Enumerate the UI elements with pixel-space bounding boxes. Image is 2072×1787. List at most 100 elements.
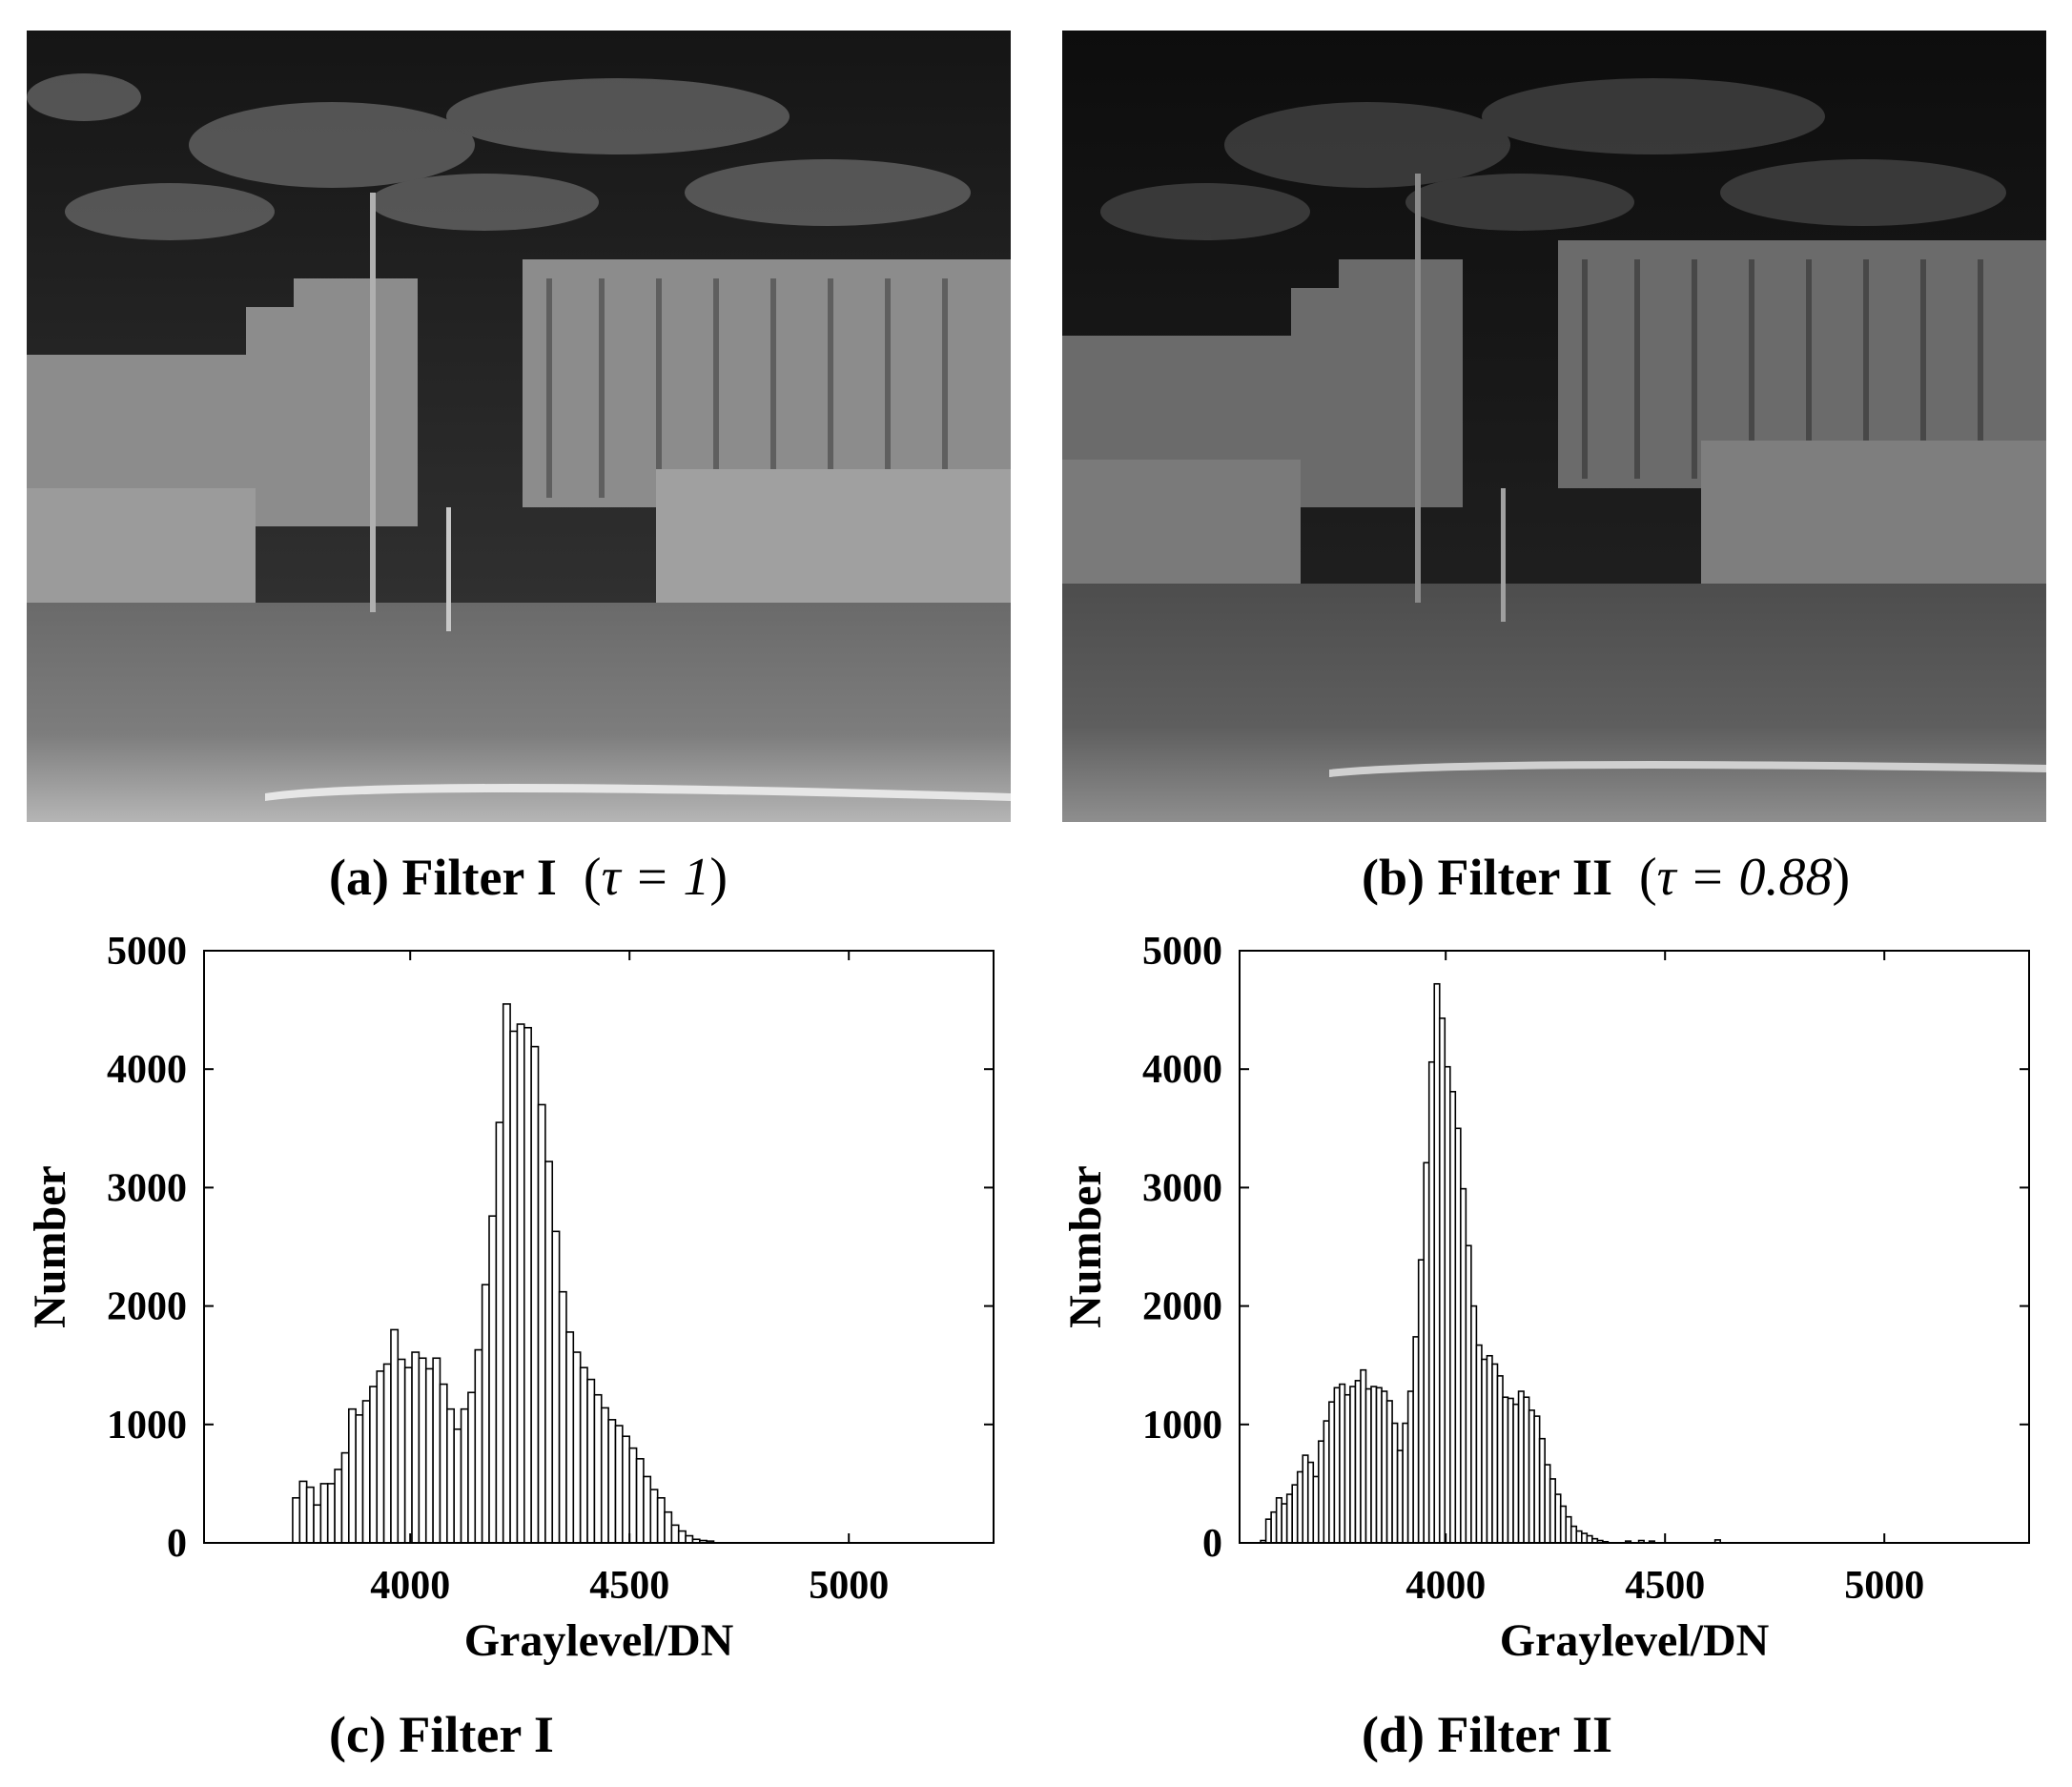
histogram-bar	[502, 1003, 511, 1544]
caption-d-label: (d) Filter II	[1362, 1706, 1612, 1763]
histogram-bar	[1317, 1440, 1325, 1544]
histogram-bar	[326, 1483, 336, 1544]
histogram-bar	[1427, 1060, 1436, 1544]
histogram-bar	[432, 1357, 441, 1544]
caption-b-tau: (τ = 0.88)	[1638, 848, 1851, 907]
histogram-bar	[411, 1351, 421, 1544]
histogram-bar	[453, 1428, 462, 1544]
histogram-bar	[579, 1366, 588, 1544]
histogram-bar	[685, 1534, 694, 1544]
histogram-bar	[298, 1480, 308, 1544]
caption-b-label: (b) Filter II	[1362, 849, 1612, 906]
caption-c: (c) Filter I	[329, 1705, 554, 1764]
histogram-bar	[1270, 1510, 1278, 1544]
bars	[292, 1003, 715, 1544]
histogram-bar	[418, 1357, 427, 1544]
histogram-bar	[1565, 1515, 1572, 1544]
x-tick-label: 4000	[370, 1564, 450, 1608]
histogram-bar	[572, 1351, 582, 1544]
histogram-bar	[600, 1407, 609, 1544]
histogram-bar	[1491, 1363, 1499, 1544]
histogram-bar	[1448, 1090, 1457, 1544]
histogram-bar	[467, 1391, 477, 1544]
histogram-bar	[1333, 1386, 1341, 1544]
histogram-bar	[1580, 1532, 1589, 1544]
histogram-bar	[530, 1045, 540, 1544]
histogram-bar	[1391, 1422, 1399, 1544]
histogram-bar	[1354, 1380, 1362, 1544]
histogram-bar	[1364, 1387, 1372, 1544]
histogram-bar	[460, 1407, 469, 1544]
histogram-bar	[1559, 1505, 1568, 1544]
x-axis-label: Graylevel/DN	[464, 1615, 734, 1666]
histogram-bar	[593, 1393, 603, 1544]
histogram-bar	[1486, 1354, 1493, 1544]
histogram-bar	[376, 1370, 385, 1544]
histogram-bar	[1569, 1525, 1578, 1544]
histogram-bar	[1285, 1493, 1293, 1544]
histogram-bar	[565, 1331, 575, 1544]
histogram-bar	[481, 1284, 490, 1544]
caption-a-tau: (τ = 1)	[583, 848, 728, 907]
histogram-bar	[1402, 1422, 1409, 1544]
histogram-bar	[1306, 1461, 1315, 1544]
histogram-bar	[1312, 1475, 1320, 1544]
histogram-bar	[1460, 1187, 1467, 1544]
histogram-bar	[1381, 1390, 1388, 1544]
x-tick-label: 5000	[1844, 1564, 1924, 1608]
caption-a-label: (a) Filter I	[329, 849, 557, 906]
histogram-bar	[516, 1023, 525, 1544]
histogram-bar	[1328, 1401, 1336, 1544]
histogram-bar	[439, 1383, 448, 1544]
histogram-bar	[361, 1400, 371, 1544]
plot-frame	[1239, 950, 2030, 1544]
thermal-scene-2	[1062, 31, 2046, 822]
histogram-bar	[355, 1414, 364, 1544]
caption-a-tau-value: τ = 1	[601, 848, 710, 907]
histogram-bar	[622, 1435, 631, 1544]
y-tick-label: 0	[167, 1522, 187, 1566]
y-tick-label: 3000	[1142, 1166, 1222, 1210]
histogram-bar	[474, 1348, 483, 1544]
histogram-filter-1: 4000 4500 5000 0 1000 2000 3000 4000 5000 Graylev…	[25, 930, 995, 1666]
histogram-bar	[1496, 1375, 1504, 1544]
histogram-bar	[292, 1497, 301, 1544]
histogram-bar	[1385, 1400, 1393, 1544]
y-tick-label: 0	[1202, 1522, 1222, 1566]
histogram-bar	[664, 1510, 673, 1544]
histogram-bar	[1417, 1259, 1425, 1544]
histogram-bar	[1396, 1449, 1404, 1544]
y-tick-label: 4000	[107, 1048, 187, 1092]
histogram-bar	[1444, 1065, 1451, 1544]
histogram-bar	[558, 1290, 567, 1544]
plot-frame	[203, 950, 995, 1544]
histogram-bar	[607, 1419, 617, 1544]
histogram-bar	[382, 1363, 392, 1544]
caption-c-label: (c) Filter I	[329, 1706, 554, 1763]
histogram-bar	[424, 1367, 434, 1544]
histogram-bar	[403, 1366, 413, 1544]
caption-b-tau-value: τ = 0.88	[1656, 848, 1833, 907]
histogram-bar	[334, 1469, 343, 1544]
histogram-bar	[656, 1497, 666, 1544]
x-tick-label: 5000	[809, 1564, 889, 1608]
x-tick-label: 4500	[1625, 1564, 1705, 1608]
histogram-bar	[1554, 1493, 1562, 1544]
histogram-bar	[319, 1483, 329, 1544]
histogram-bar	[1275, 1497, 1282, 1544]
histogram-bar	[1296, 1470, 1304, 1544]
y-tick-label: 2000	[1142, 1285, 1222, 1329]
histogram-bar	[1433, 982, 1441, 1544]
histogram-bar	[586, 1378, 596, 1544]
histogram-bar	[670, 1524, 680, 1544]
x-axis-label: Graylevel/DN	[1500, 1615, 1770, 1666]
histogram-bar	[1533, 1415, 1541, 1544]
histogram-bar	[1470, 1304, 1478, 1544]
histogram-bar	[1517, 1390, 1525, 1544]
histogram-bar	[509, 1030, 519, 1544]
histogram-bar	[614, 1425, 624, 1544]
caption-a: (a) Filter I (τ = 1)	[329, 847, 728, 908]
histogram-bar	[1360, 1368, 1367, 1544]
histogram-bar	[305, 1486, 315, 1544]
histogram-bar	[390, 1328, 400, 1544]
